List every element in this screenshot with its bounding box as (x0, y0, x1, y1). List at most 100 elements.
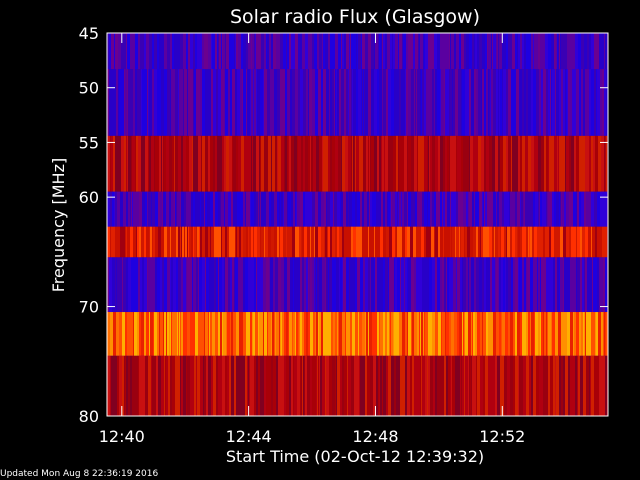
heatmap-cell (360, 257, 363, 313)
heatmap-cell (254, 69, 256, 136)
heatmap-cell (371, 355, 373, 416)
heatmap-cell (110, 312, 113, 356)
heatmap-cell (503, 69, 506, 136)
heatmap-cell (528, 33, 531, 70)
heatmap-cell (323, 33, 325, 70)
heatmap-cell (126, 33, 127, 70)
heatmap-cell (244, 135, 247, 192)
heatmap-cell (605, 312, 606, 356)
heatmap-cell (232, 226, 235, 258)
heatmap-cell (521, 191, 523, 227)
heatmap-cell (343, 257, 346, 313)
heatmap-cell (599, 355, 602, 416)
heatmap-cell (436, 191, 439, 227)
heatmap-cell (322, 33, 323, 70)
heatmap-cell (495, 257, 496, 313)
heatmap-cell (250, 312, 252, 356)
heatmap-cell (240, 69, 242, 136)
heatmap-cell (208, 135, 210, 192)
heatmap-cell (208, 33, 211, 70)
heatmap-cell (209, 257, 212, 313)
heatmap-cell (606, 191, 607, 227)
heatmap-cell (116, 312, 119, 356)
heatmap-cell (403, 33, 406, 70)
heatmap-cell (386, 226, 389, 258)
heatmap-cell (565, 355, 567, 416)
heatmap-cell (243, 312, 246, 356)
heatmap-cell (394, 355, 396, 416)
heatmap-cell (604, 312, 605, 356)
heatmap-cell (312, 355, 314, 416)
heatmap-cell (458, 135, 461, 192)
heatmap-cell (415, 69, 416, 136)
heatmap-cell (279, 312, 280, 356)
heatmap-cell (175, 135, 178, 192)
heatmap-cell (522, 355, 523, 416)
heatmap-cell (130, 33, 131, 70)
heatmap-cell (119, 312, 122, 356)
heatmap-cell (566, 135, 569, 192)
heatmap-cell (404, 257, 405, 313)
heatmap-cell (430, 312, 432, 356)
heatmap-cell (352, 312, 355, 356)
heatmap-cell (125, 312, 127, 356)
heatmap-cell (404, 69, 405, 136)
heatmap-cell (131, 312, 133, 356)
heatmap-cell (289, 226, 292, 258)
heatmap-cell (117, 257, 119, 313)
heatmap-cell (546, 135, 548, 192)
heatmap-cell (138, 257, 140, 313)
heatmap-cell (180, 135, 181, 192)
heatmap-cell (187, 226, 188, 258)
heatmap-cell (522, 33, 524, 70)
heatmap-cell (391, 69, 394, 136)
heatmap-cell (273, 355, 276, 416)
heatmap-cell (218, 312, 220, 356)
heatmap-cell (131, 135, 132, 192)
heatmap-cell (546, 257, 547, 313)
heatmap-cell (503, 33, 506, 70)
heatmap-cell (446, 69, 448, 136)
heatmap-cell (335, 312, 337, 356)
heatmap-cell (541, 135, 544, 192)
heatmap-cell (410, 226, 413, 258)
heatmap-cell (144, 226, 146, 258)
heatmap-cell (350, 312, 352, 356)
heatmap-cell (424, 312, 425, 356)
heatmap-cell (253, 226, 254, 258)
heatmap-cell (382, 355, 383, 416)
heatmap-cell (249, 355, 250, 416)
heatmap-cell (300, 191, 303, 227)
heatmap-cell (355, 312, 358, 356)
heatmap-cell (186, 257, 187, 313)
heatmap-cell (482, 33, 485, 70)
heatmap-cell (476, 355, 477, 416)
heatmap-cell (225, 191, 227, 227)
footer-timestamp: Updated Mon Aug 8 22:36:19 2016 (0, 469, 159, 479)
heatmap-cell (464, 226, 465, 258)
heatmap-cell (512, 135, 515, 192)
heatmap-cell (310, 33, 312, 70)
heatmap-cell (170, 355, 172, 416)
heatmap-cell (346, 33, 349, 70)
heatmap-cell (255, 355, 256, 416)
heatmap-cell (484, 69, 486, 136)
heatmap-cell (547, 191, 548, 227)
heatmap-cell (494, 355, 495, 416)
heatmap-cell (160, 257, 162, 313)
heatmap-cell (265, 226, 267, 258)
heatmap-cell (440, 191, 442, 227)
heatmap-cell (567, 33, 570, 70)
heatmap-cell (193, 226, 194, 258)
heatmap-cell (379, 355, 380, 416)
heatmap-cell (268, 355, 271, 416)
heatmap-cell (413, 226, 416, 258)
heatmap-cell (594, 355, 597, 416)
heatmap-cell (531, 191, 533, 227)
heatmap-cell (585, 69, 586, 136)
heatmap-cell (571, 135, 574, 192)
heatmap-cell (587, 33, 589, 70)
heatmap-cell (408, 69, 411, 136)
heatmap-cell (605, 33, 607, 70)
heatmap-cell (242, 355, 245, 416)
